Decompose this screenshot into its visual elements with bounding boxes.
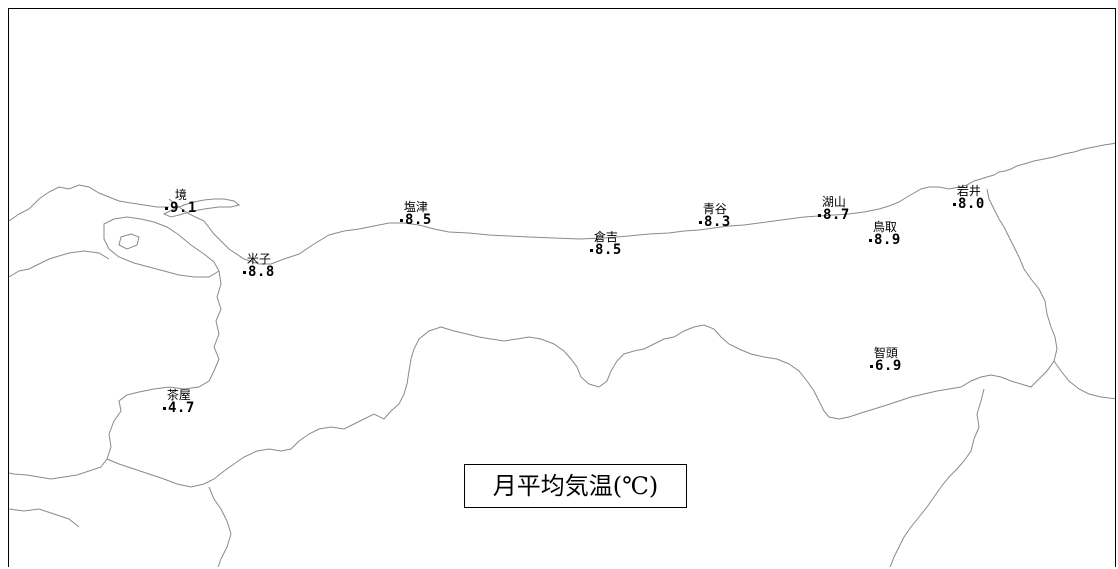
station-dot <box>165 206 168 210</box>
station-name: 青谷 <box>702 202 727 216</box>
station-dot <box>590 248 593 252</box>
station-dot <box>869 238 872 242</box>
station-chizu: 智頭 6.9 <box>870 347 902 373</box>
island-daikonshima <box>118 233 140 250</box>
coastline-west-lower <box>9 250 110 278</box>
station-kurayoshi: 倉吉 8.5 <box>590 231 622 257</box>
station-value: 8.3 <box>704 214 731 230</box>
border-west <box>9 270 222 480</box>
station-aoya: 青谷 8.3 <box>699 203 731 229</box>
station-name: 岩井 <box>956 184 981 198</box>
station-dot <box>699 220 702 224</box>
station-value: 8.5 <box>595 242 622 258</box>
station-value: 8.9 <box>874 232 901 248</box>
station-name: 鳥取 <box>872 220 897 234</box>
station-dot <box>870 364 873 368</box>
station-name: 智頭 <box>873 346 898 360</box>
station-name: 米子 <box>246 252 271 266</box>
station-yonago: 米子 8.8 <box>243 253 275 279</box>
station-chaya: 茶屋 4.7 <box>163 389 195 415</box>
border-east <box>1053 360 1115 400</box>
border-southeast <box>889 388 985 567</box>
coastline-west <box>9 184 169 222</box>
station-sakai: 境 9.1 <box>165 189 197 215</box>
station-dot <box>818 213 821 217</box>
station-name: 湖山 <box>821 195 846 209</box>
map-frame: 境 9.1 塩津 8.5 青谷 8.3 湖山 8.7 岩井 8.0 米子 8.8… <box>8 8 1116 567</box>
border-south <box>106 188 1058 488</box>
station-value: 4.7 <box>168 400 195 416</box>
station-tottori: 鳥取 8.9 <box>869 221 901 247</box>
station-value: 8.0 <box>958 196 985 212</box>
station-value: 6.9 <box>875 358 902 374</box>
legend-title: 月平均気温(℃) <box>464 464 687 508</box>
border-southwest <box>208 486 232 567</box>
station-dot <box>400 218 403 222</box>
station-name: 境 <box>174 188 187 202</box>
station-name: 塩津 <box>403 200 428 214</box>
station-dot <box>243 270 246 274</box>
station-iwai: 岩井 8.0 <box>953 185 985 211</box>
station-value: 8.7 <box>823 207 850 223</box>
station-shiotsu: 塩津 8.5 <box>400 201 432 227</box>
station-value: 8.8 <box>248 264 275 280</box>
station-value: 9.1 <box>170 200 197 216</box>
station-dot <box>163 406 166 410</box>
station-name: 茶屋 <box>166 388 191 402</box>
border-south-center <box>9 508 80 528</box>
station-koyama: 湖山 8.7 <box>818 196 850 222</box>
coastline-sakai <box>162 198 241 218</box>
map-outline <box>9 142 1115 567</box>
station-name: 倉吉 <box>593 230 618 244</box>
coastline-north <box>168 142 1115 265</box>
station-value: 8.5 <box>405 212 432 228</box>
station-dot <box>953 202 956 206</box>
lake-nakaumi <box>103 216 220 278</box>
